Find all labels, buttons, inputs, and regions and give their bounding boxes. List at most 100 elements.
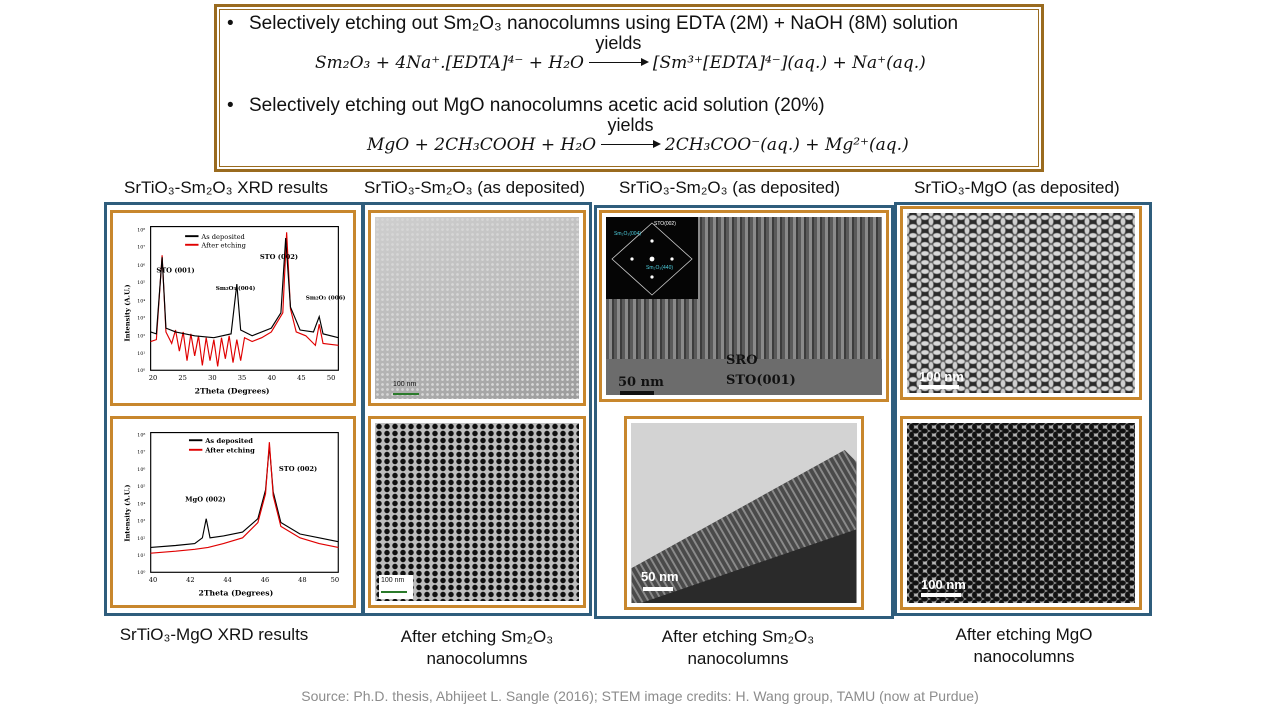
equation-sm2o3: Sm₂O₃ + 4Na⁺.[EDTA]⁴⁻ + H₂O yields [Sm³⁺…: [315, 33, 926, 73]
y-tick: 10⁷: [137, 245, 145, 251]
sem-mgo-group-frame: [894, 202, 1152, 616]
scale-bar: [643, 587, 673, 591]
x-tick: 42: [186, 576, 195, 584]
y-tick: 10⁸: [137, 432, 145, 438]
x-tick: 44: [223, 576, 232, 584]
y-tick: 10⁶: [137, 467, 145, 473]
legend-after-etching: After etching: [200, 242, 246, 250]
diffraction-inset: STO(002) Sm₂O₃(004) Sm₂O₃(440): [606, 217, 698, 299]
y-tick: 10⁵: [137, 484, 145, 490]
eq1-reactants: Sm₂O₃ + 4Na⁺.[EDTA]⁴⁻ + H₂O: [315, 53, 584, 73]
sem-image: [375, 423, 579, 601]
x-tick: 50: [331, 576, 340, 584]
y-tick: 10³: [137, 519, 145, 525]
caption-line: After etching MgO: [955, 625, 1093, 644]
tem-image: [631, 423, 857, 603]
scale-bar: [919, 385, 959, 389]
y-tick: 10³: [137, 315, 145, 321]
sem-sm2o3-as-deposited: 100 nm: [368, 210, 586, 406]
scale-box: [379, 575, 413, 599]
scale-label: 100 nm: [919, 369, 964, 384]
sem-mgo-etched: 100 nm: [900, 416, 1142, 610]
substrate-region: [606, 359, 882, 395]
eq2-reactants: MgO + 2CH₃COOH + H₂O: [367, 135, 597, 155]
x-tick: 40: [149, 576, 158, 584]
legend-after-etching: After etching: [204, 447, 255, 455]
y-tick: 10²: [137, 536, 145, 542]
y-axis-label: Intensity (A.U.): [124, 284, 132, 341]
scale-label: 100 nm: [393, 381, 417, 388]
yields-arrow-2: yields: [601, 115, 662, 155]
x-tick: 46: [261, 576, 270, 584]
x-axis-label: 2Theta (Degrees): [199, 588, 274, 597]
caption-tem-etched: After etching Sm₂O₃ nanocolumns: [628, 626, 848, 670]
inset-label-sm2o3-004: Sm₂O₃(004): [614, 231, 641, 237]
caption-line: After etching Sm₂O₃: [661, 627, 815, 646]
y-tick: 10⁰: [137, 368, 145, 374]
equation-box: • Selectively etching out Sm₂O₃ nanocolum…: [214, 4, 1044, 172]
inset-label-sm2o3-440: Sm₂O₃(440): [646, 265, 673, 271]
scale-label: 50 nm: [618, 375, 664, 390]
header-sto-sm2o3-sem: SrTiO₃-Sm₂O₃ (as deposited): [364, 178, 586, 197]
caption-line: After etching Sm₂O₃: [400, 627, 554, 646]
y-tick: 10⁰: [137, 570, 145, 576]
sro-label: SRO: [726, 353, 758, 368]
caption-line: nanocolumns: [973, 647, 1075, 666]
scale-label: 100 nm: [921, 577, 966, 592]
sem-image: [907, 423, 1135, 603]
legend-as-deposited: As deposited: [200, 233, 245, 241]
scale-label: 100 nm: [381, 577, 405, 584]
peak-sm2o3-006: Sm₂O₃ (006): [306, 294, 346, 301]
x-tick: 45: [297, 374, 306, 382]
scale-bar: [921, 593, 961, 597]
scale-bar: [620, 391, 654, 395]
xrd-sm2o3-plot: As deposited After etching STO (001) Sm₂…: [124, 226, 346, 395]
x-tick: 40: [267, 374, 276, 382]
eq1-products: [Sm³⁺[EDTA]⁴⁻](aq.) + Na⁺(aq.): [652, 53, 926, 73]
caption-line: nanocolumns: [426, 649, 528, 668]
sem-sm2o3-group-frame: [362, 202, 592, 616]
y-tick: 10⁷: [137, 450, 145, 456]
eq2-products: 2CH₃COO⁻(aq.) + Mg²⁺(aq.): [664, 135, 909, 155]
xrd-mgo-plot: As deposited After etching MgO (002) STO…: [124, 431, 340, 597]
peak-sm2o3-004: Sm₂O₃ (004): [216, 285, 256, 292]
scale-label: 50 nm: [641, 569, 679, 584]
scale-bar: [381, 591, 407, 593]
x-tick: 20: [149, 374, 158, 382]
caption-sto-mgo-xrd: SrTiO₃-MgO XRD results: [119, 625, 309, 644]
x-tick: 25: [178, 374, 187, 382]
y-tick: 10⁶: [137, 263, 145, 269]
tem-group-frame: [594, 205, 894, 619]
legend-as-deposited: As deposited: [204, 437, 253, 445]
y-tick: 10⁴: [137, 298, 145, 304]
header-sto-sm2o3-xrd: SrTiO₃-Sm₂O₃ XRD results: [124, 178, 328, 197]
xrd-sm2o3-chart: As deposited After etching STO (001) Sm₂…: [110, 210, 356, 406]
x-tick: 35: [238, 374, 247, 382]
x-axis-label: 2Theta (Degrees): [195, 386, 270, 395]
y-tick: 10⁸: [137, 227, 145, 233]
x-tick: 30: [208, 374, 217, 382]
header-sto-mgo-sem: SrTiO₃-MgO (as deposited): [914, 178, 1120, 197]
peak-sto-001: STO (001): [156, 267, 194, 275]
tem-sm2o3-etched: 50 nm: [624, 416, 864, 610]
peak-sto-002: STO (002): [279, 465, 317, 473]
sem-image: [375, 217, 579, 399]
sem-mgo-as-deposited: 100 nm: [900, 206, 1142, 400]
source-citation: Source: Ph.D. thesis, Abhijeet L. Sangle…: [301, 688, 979, 704]
sem-image: [907, 213, 1135, 393]
sem-sm2o3-etched: 100 nm: [368, 416, 586, 608]
scale-bar: [393, 393, 419, 395]
bullet-mgo-etching: • Selectively etching out MgO nanocolumns…: [227, 95, 825, 116]
y-axis-label: Intensity (A.U.): [124, 484, 132, 541]
sto-label: STO(001): [726, 373, 796, 388]
bullet-sm2o3-etching: • Selectively etching out Sm₂O₃ nanocolum…: [227, 13, 959, 34]
x-tick: 50: [327, 374, 336, 382]
yields-arrow-1: yields: [589, 33, 650, 73]
y-tick: 10⁴: [137, 501, 145, 507]
peak-sto-002: STO (002): [260, 253, 298, 261]
equation-mgo: MgO + 2CH₃COOH + H₂O yields 2CH₃COO⁻(aq.…: [367, 115, 909, 155]
caption-sm2o3-etched: After etching Sm₂O₃ nanocolumns: [372, 626, 582, 670]
y-tick: 10²: [137, 334, 145, 340]
xrd-mgo-chart: As deposited After etching MgO (002) STO…: [110, 416, 356, 608]
peak-mgo-002: MgO (002): [185, 495, 226, 503]
